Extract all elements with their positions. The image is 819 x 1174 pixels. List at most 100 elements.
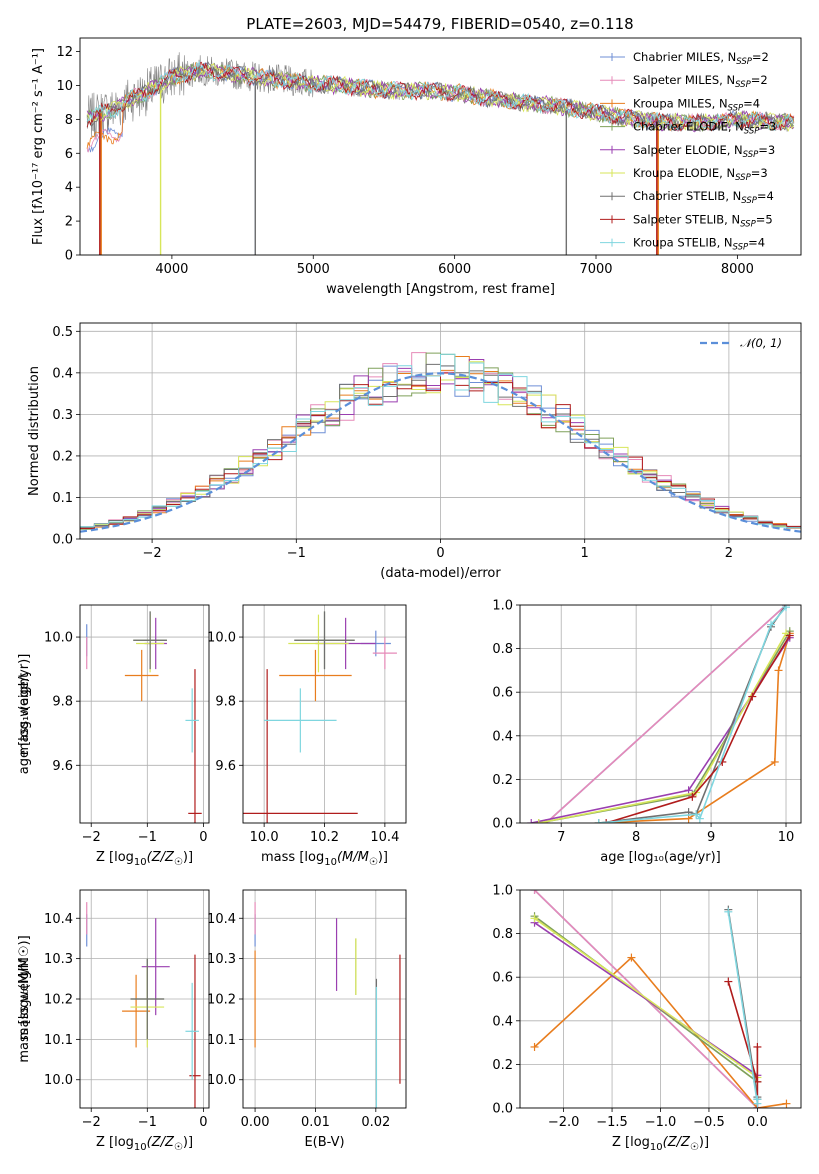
axes-frame (519, 604, 802, 824)
model-spectrum (86, 61, 794, 132)
errorbar-point (185, 982, 199, 1080)
residual-histogram (80, 353, 801, 529)
y-axis-label: mass weight (17, 673, 32, 755)
axes-frame (79, 604, 210, 824)
axes-frame (242, 604, 407, 824)
plot-area-6 (243, 890, 406, 1108)
legend-entry: Chabrier MILES, NSSP=2 (633, 50, 769, 67)
x-tick-label: 10.4 (370, 830, 399, 845)
model-spectrum (86, 63, 795, 153)
y-tick-label: 6 (65, 147, 73, 162)
panel-1: −2 −1 0 1 2 0.0 0.1 0.2 0.3 0.4 0.5 (data-model)/er… (27, 322, 802, 581)
y-tick-label: 0.2 (52, 449, 73, 464)
x-ticks-2: −2 −1 0 (82, 823, 208, 845)
x-axis-label: mass [log10(M/M☉)] (261, 850, 388, 868)
y-tick-label: 10.4 (44, 912, 73, 927)
errorbar-point (188, 669, 202, 823)
x-tick-label: 7000 (579, 262, 612, 277)
y-tick-label: 0.4 (52, 366, 73, 381)
x-axis-label: wavelength [Angstrom, rest frame] (326, 282, 555, 297)
x-tick-label: −1 (287, 546, 306, 561)
x-tick-label: 10.0 (250, 830, 279, 845)
axes-frame (519, 889, 802, 1109)
y-tick-label: 9.6 (52, 759, 73, 774)
legend-entry: 𝒩(0, 1) (740, 336, 782, 350)
mass-weight-series (602, 631, 794, 823)
panel-4: 7 8 9 10 0.0 0.2 0.4 0.6 0.8 1.0 age [log₁₀(age/yr… (17, 599, 802, 865)
x-ticks-0: 4000 5000 6000 7000 8000 (155, 255, 754, 277)
x-tick-label: −1.0 (645, 1115, 677, 1130)
y-axis-label: mass [log₁₀(M/M☉)] (17, 935, 32, 1062)
legend-normal: 𝒩(0, 1) (700, 336, 782, 350)
y-tick-label: 0.0 (492, 817, 513, 832)
y-ticks-2: 9.6 9.8 10.0 (44, 631, 80, 774)
y-tick-label: 0.4 (492, 1014, 513, 1029)
x-tick-label: −1 (138, 1115, 157, 1130)
y-tick-label: 12 (56, 45, 73, 60)
x-tick-label: −1 (138, 830, 157, 845)
y-tick-label: 10.4 (207, 912, 236, 927)
x-tick-label: −2.0 (548, 1115, 580, 1130)
y-tick-label: 10.0 (207, 631, 236, 646)
y-tick-label: 1.0 (492, 599, 513, 614)
y-ticks-1: 0.0 0.1 0.2 0.3 0.4 0.5 (52, 325, 80, 548)
errorbar-point (133, 611, 167, 670)
legend-entry: Chabrier STELIB, NSSP=4 (633, 189, 774, 206)
x-tick-label: 0 (436, 546, 444, 561)
x-tick-label: 5000 (297, 262, 330, 277)
legend-entry: Salpeter MILES, NSSP=2 (633, 73, 768, 90)
y-tick-label: 0.8 (492, 927, 513, 942)
y-tick-label: 0.6 (492, 971, 513, 986)
y-tick-label: 10.2 (207, 993, 236, 1008)
errorbar-point (130, 958, 165, 1040)
y-tick-label: 0.2 (492, 1058, 513, 1073)
errorbar-point (243, 669, 358, 823)
plot-area-1 (80, 323, 801, 539)
model-spectrum (86, 61, 794, 132)
legend-entry: Kroupa STELIB, NSSP=4 (633, 236, 765, 253)
x-axis-label: age [log₁₀(age/yr)] (600, 850, 721, 865)
y-tick-label: 10.0 (207, 1073, 236, 1088)
y-axis-label: Normed distribution (27, 366, 42, 496)
x-ticks-7: −2.0 −1.5 −1.0 −0.5 0.0 (548, 1108, 768, 1130)
errorbar-point (124, 649, 159, 702)
y-tick-label: 0.1 (52, 491, 73, 506)
x-ticks-4: 7 8 9 10 (557, 823, 794, 845)
plot-area-7 (520, 890, 801, 1108)
panel-6: 0.00 0.01 0.02 10.0 10.1 10.2 10.3 10.4 E(B-V) (207, 889, 407, 1150)
y-tick-label: 1.0 (492, 884, 513, 899)
panel-0: 4000 5000 6000 7000 8000 0 2 4 6 8 10 12 wavelength … (31, 37, 802, 297)
errorbar-point (185, 688, 199, 753)
legend-spectra: Chabrier MILES, NSSP=2 Salpeter MILES, NS… (600, 50, 776, 253)
x-tick-label: −2 (82, 830, 101, 845)
y-tick-label: 10 (56, 79, 73, 94)
y-tick-label: 10.3 (44, 952, 73, 967)
x-tick-label: −1.5 (596, 1115, 628, 1130)
y-ticks-7: 0.0 0.2 0.4 0.6 0.8 1.0 (492, 884, 520, 1117)
y-axis-label: Flux [fλ10⁻¹⁷ erg cm⁻² s⁻¹ A⁻¹] (31, 48, 46, 245)
x-tick-label: 10 (778, 830, 795, 845)
plot-area-2 (80, 605, 209, 823)
y-tick-label: 0.8 (492, 642, 513, 657)
x-axis-label: E(B-V) (304, 1135, 344, 1150)
x-tick-label: 8000 (721, 262, 754, 277)
errorbar-point (264, 688, 337, 753)
errorbar-point (122, 974, 151, 1048)
x-tick-label: 4000 (155, 262, 188, 277)
x-tick-label: 10.2 (310, 830, 339, 845)
x-ticks-6: 0.00 0.01 0.02 (241, 1108, 390, 1130)
legend-entry: Kroupa MILES, NSSP=4 (633, 96, 760, 113)
y-tick-label: 0.5 (52, 325, 73, 340)
x-tick-label: 9 (707, 830, 715, 845)
y-tick-label: 0 (65, 249, 73, 264)
y-tick-label: 10.0 (44, 631, 73, 646)
errorbar-point (372, 637, 397, 670)
x-ticks-1: −2 −1 0 1 2 (143, 539, 733, 561)
y-tick-label: 10.1 (44, 1033, 73, 1048)
y-tick-label: 10.2 (44, 993, 73, 1008)
x-tick-label: −0.5 (693, 1115, 725, 1130)
figure-title: PLATE=2603, MJD=54479, FIBERID=0540, z=0… (246, 15, 633, 33)
legend-entry: Salpeter ELODIE, NSSP=3 (633, 143, 775, 160)
errorbar-point (294, 611, 355, 670)
